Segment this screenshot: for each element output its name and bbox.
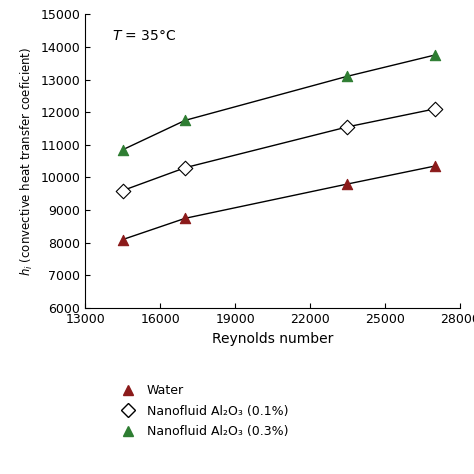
- Point: [182, 117, 189, 124]
- Y-axis label: $h_i$ (convective heat transfer coeficient): $h_i$ (convective heat transfer coeficie…: [19, 46, 35, 276]
- Text: $T$ = 35°C: $T$ = 35°C: [111, 29, 176, 43]
- Point: [344, 123, 351, 131]
- Point: [182, 215, 189, 222]
- Point: [119, 187, 127, 194]
- X-axis label: Reynolds number: Reynolds number: [212, 331, 333, 346]
- Point: [119, 146, 127, 154]
- Legend: Water, Nanofluid Al₂O₃ (0.1%), Nanofluid Al₂O₃ (0.3%): Water, Nanofluid Al₂O₃ (0.1%), Nanofluid…: [110, 379, 293, 443]
- Point: [431, 162, 438, 170]
- Point: [344, 73, 351, 80]
- Point: [119, 236, 127, 243]
- Point: [182, 164, 189, 172]
- Point: [431, 105, 438, 113]
- Point: [344, 180, 351, 188]
- Point: [431, 51, 438, 59]
